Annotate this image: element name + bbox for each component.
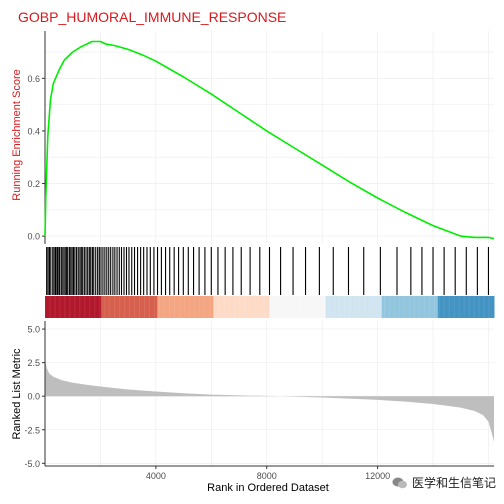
y-tick-label-bottom: 2.5 [27,358,40,368]
enrichment-line [44,40,495,240]
heat-segment [45,296,102,318]
y-tick-label-bottom: -5.0 [24,459,40,469]
y-tick-label-top: 0.4 [27,126,40,136]
x-axis-label: Rank in Ordered Dataset [207,482,329,494]
heat-segment [101,296,158,318]
heat-segment [437,296,495,318]
y-tick-label-bottom: -2.5 [24,425,40,435]
metric-area [45,334,494,442]
y-tick-label-top: 0.2 [27,179,40,189]
x-tick-label: 4000 [146,471,166,481]
wechat-icon [392,477,407,488]
heat-segment [213,296,270,318]
y-tick-label-top: 0.0 [27,232,40,242]
heat-segment [381,296,439,318]
watermark: 医学和生信笔记 [392,474,496,491]
watermark-text: 医学和生信笔记 [411,476,496,490]
y-tick-label-bottom: 0.0 [27,392,40,402]
y-tick-label-top: 0.6 [27,74,40,84]
y-tick-label-bottom: 5.0 [27,325,40,335]
heat-segment [157,296,214,318]
chart-title: GOBP_HUMORAL_IMMUNE_RESPONSE [18,9,287,25]
heat-segment [325,296,383,318]
heat-segment [269,296,327,318]
x-tick-label: 8000 [257,471,277,481]
x-tick-label: 12000 [365,471,390,481]
